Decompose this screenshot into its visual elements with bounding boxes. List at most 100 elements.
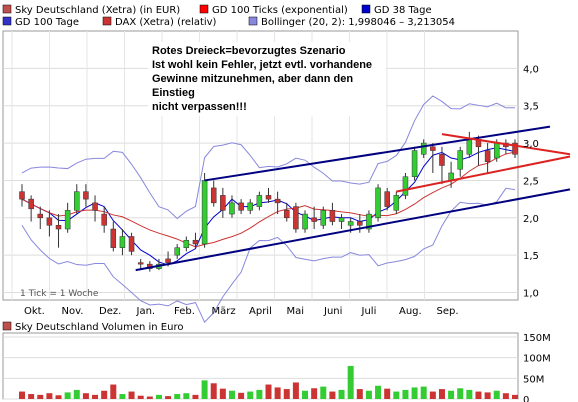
candle-body bbox=[238, 202, 244, 211]
price-tick-label: 4,0 bbox=[523, 64, 539, 75]
annotation-line-4: nicht verpassen!!! bbox=[152, 101, 247, 113]
bollinger-bands bbox=[21, 95, 516, 323]
month-label: Aug. bbox=[399, 306, 422, 317]
candle-body bbox=[311, 217, 317, 222]
volume-bar bbox=[119, 394, 126, 399]
volume-bar bbox=[320, 386, 327, 399]
volume-bar bbox=[493, 390, 500, 399]
volume-bar bbox=[384, 388, 391, 399]
candle-body bbox=[484, 150, 491, 163]
annotation-box: Rotes Dreieck=bevorzugtes Szenario Ist w… bbox=[148, 42, 386, 116]
volume-bar bbox=[438, 389, 445, 399]
channel-upper bbox=[204, 125, 551, 182]
volume-tick-label: 50M bbox=[523, 374, 544, 385]
volume-bar bbox=[183, 393, 190, 399]
candle-body bbox=[366, 213, 372, 230]
triangle-upper bbox=[441, 133, 571, 156]
volume-bar bbox=[219, 388, 226, 399]
candle-body bbox=[210, 187, 217, 204]
volume-bar bbox=[466, 389, 473, 399]
candle-body bbox=[457, 150, 463, 170]
candle-body bbox=[302, 213, 308, 230]
volume-bar bbox=[292, 382, 299, 399]
volume-bar bbox=[365, 390, 372, 399]
legend-label-5: Bollinger (20, 2): 1,998046 – 3,213054 bbox=[261, 17, 455, 28]
month-label: Juli bbox=[361, 306, 377, 317]
candle-body bbox=[83, 191, 89, 200]
volume-bars bbox=[19, 365, 518, 399]
month-label: Jan. bbox=[136, 306, 156, 317]
candle-body bbox=[256, 195, 263, 207]
volume-bar bbox=[411, 387, 418, 399]
candle-body bbox=[265, 195, 272, 200]
volume-bar bbox=[329, 391, 336, 399]
price-tick-label: 3,5 bbox=[523, 102, 539, 113]
candle-body bbox=[110, 228, 117, 248]
legend-swatch-4 bbox=[102, 16, 112, 26]
volume-bar bbox=[73, 389, 80, 399]
annotation-line-2: Ist wohl kein Fehler, jetzt evtl. vorhan… bbox=[152, 59, 373, 71]
candle-body bbox=[393, 195, 400, 211]
volume-bar bbox=[64, 392, 71, 399]
legend-swatch-2 bbox=[361, 4, 371, 14]
volume-bar bbox=[375, 385, 382, 399]
volume-bar bbox=[55, 395, 62, 399]
price-tick-label: 3,0 bbox=[523, 139, 539, 150]
volume-bar bbox=[484, 392, 491, 399]
candle-body bbox=[402, 176, 409, 196]
volume-bar bbox=[28, 394, 35, 399]
price-tick-label: 2,0 bbox=[523, 214, 539, 225]
month-label: Okt. bbox=[24, 306, 45, 317]
volume-bar bbox=[457, 388, 464, 399]
volume-tick-label: 100M bbox=[523, 354, 551, 365]
volume-bar bbox=[265, 384, 272, 399]
price-tick-label: 1,0 bbox=[523, 289, 539, 300]
candle-body bbox=[74, 191, 80, 211]
month-label: Feb. bbox=[174, 306, 195, 317]
candle-body bbox=[493, 142, 500, 159]
candle-body bbox=[64, 210, 71, 230]
volume-bar bbox=[429, 391, 436, 399]
volume-bar bbox=[347, 365, 354, 399]
legend-label-2: GD 38 Tage bbox=[374, 5, 432, 16]
candle-body bbox=[466, 139, 473, 155]
volume-bar bbox=[393, 391, 400, 399]
candle-body bbox=[119, 236, 126, 248]
legend-swatch-0 bbox=[2, 4, 12, 14]
volume-bar bbox=[82, 393, 89, 399]
volume-bar bbox=[46, 393, 53, 399]
volume-bar bbox=[302, 390, 309, 399]
volume-bar bbox=[165, 396, 172, 399]
candle-body bbox=[329, 210, 336, 222]
candle-body bbox=[284, 210, 290, 219]
volume-bar bbox=[502, 393, 509, 399]
candle-body bbox=[247, 202, 253, 211]
candle-body bbox=[183, 239, 190, 248]
candle-body bbox=[512, 142, 518, 155]
candle-body bbox=[357, 221, 363, 226]
volume-bar bbox=[420, 386, 427, 399]
volume-bar bbox=[101, 390, 108, 399]
volume-bar bbox=[338, 389, 345, 399]
legend-label-0: Sky Deutschland (Xetra) (in EUR) bbox=[15, 5, 180, 16]
volume-bar bbox=[110, 384, 117, 399]
legend-label-4: DAX (Xetra) (relativ) bbox=[115, 17, 217, 28]
candle-body bbox=[128, 236, 135, 252]
candle-body bbox=[101, 213, 107, 226]
candle-body bbox=[201, 180, 208, 245]
volume-bar bbox=[19, 391, 25, 399]
candle-body bbox=[274, 198, 281, 204]
annotation-line-3: Gewinne mitzunehmen, aber dann den Einst… bbox=[152, 73, 354, 99]
month-label: Juni bbox=[323, 306, 342, 317]
candle-body bbox=[174, 247, 180, 256]
volume-bar bbox=[283, 389, 290, 399]
legend: Sky Deutschland (Xetra) (in EUR) GD 100 … bbox=[2, 4, 455, 28]
month-label: April bbox=[249, 306, 272, 317]
price-panel bbox=[2, 30, 519, 301]
candle-body bbox=[46, 217, 53, 226]
volume-bar bbox=[210, 383, 217, 399]
month-axis: Okt. Nov. Dez. Jan. Feb. März April Mai Juni Juli… bbox=[24, 306, 459, 317]
annotation-line-1: Rotes Dreieck=bevorzugtes Szenario bbox=[152, 45, 346, 57]
volume-axis: 0 50M 100M 150M bbox=[523, 333, 551, 402]
